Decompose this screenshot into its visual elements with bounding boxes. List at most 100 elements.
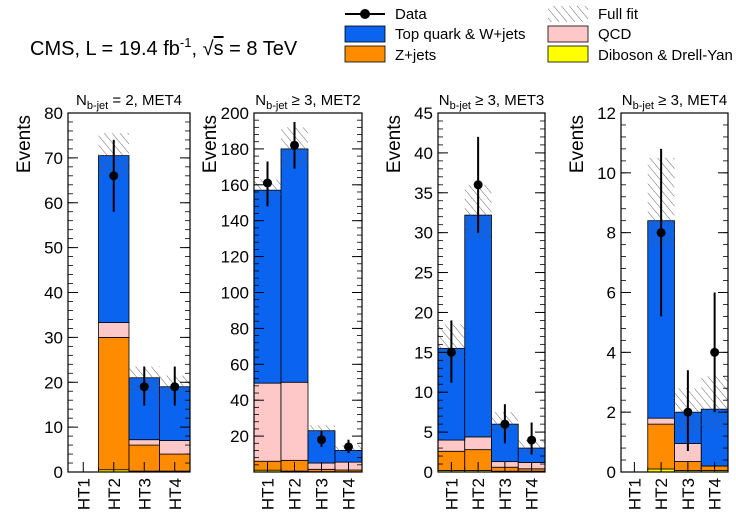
panel-2-xtick-label-ht2: HT2: [286, 478, 305, 510]
panel-4-xtick-label-ht3: HT3: [679, 478, 698, 510]
legend-label-qcd: QCD: [598, 26, 632, 43]
legend-swatch-diboson: [547, 45, 589, 63]
panel-1-xtick-label-ht4: HT4: [166, 478, 185, 510]
panel-3-title-rest: ≥ 3, MET3: [471, 92, 544, 109]
legend: Data Full fit Top quark & W+jets QCD Z+j…: [344, 6, 733, 64]
panel-4-ytick-label-5: 10: [597, 164, 616, 183]
panel-3-xtick-label-ht4: HT4: [523, 478, 542, 510]
panel-4-ytick-label-0: 0: [607, 463, 616, 482]
title-sep: ,: [191, 38, 202, 60]
panel-4: 0 2 4 6 8 10 12 HT1 HT2 HT3 HT4 Events Nb-jet ≥ 3, M…: [567, 92, 729, 510]
panel-1-ytick-label-2: 20: [44, 373, 63, 392]
legend-label-data: Data: [395, 6, 427, 23]
panel-1-ytick-label-6: 60: [44, 194, 63, 213]
panel-2-bar-top-ht1: [253, 189, 282, 384]
panel-2-ylabel: Events: [200, 115, 221, 173]
panel-2-ytick-label-5: 120: [221, 248, 249, 267]
panel-4-title-rest: ≥ 3, MET4: [654, 92, 727, 109]
panel-3-ytick-label-0: 0: [424, 463, 433, 482]
panel-1-data-point-ht2: [109, 139, 119, 212]
legend-entry-qcd: QCD: [547, 25, 632, 43]
panel-3-title: Nb-jet ≥ 3, MET3: [439, 92, 545, 112]
title-lumi-sup: -1: [180, 35, 192, 50]
panel-3-ytick-label-4: 20: [414, 303, 433, 322]
panel-2-bar-qcd-ht2: [280, 381, 309, 461]
panel-4-data-point-ht4: [710, 292, 720, 413]
panel-2-title-main: N: [255, 92, 266, 109]
panel-1-ytick-label-5: 50: [44, 239, 63, 258]
panel-3-bar-qcd-ht1: [437, 439, 466, 452]
panel-4-bar-qcd-ht2: [647, 417, 675, 425]
panel-1-xtick-label-ht1: HT1: [74, 478, 93, 510]
panel-4-xtick-label-ht1: HT1: [625, 478, 644, 510]
panel-1-bar-zjets-ht2: [98, 336, 130, 471]
panel-4-ytick-label-4: 8: [607, 224, 616, 243]
legend-label-diboson: Diboson & Drell-Yan: [598, 47, 733, 64]
panel-4-ytick-label-1: 2: [607, 403, 616, 422]
panel-4-title-main: N: [622, 92, 633, 109]
panel-3-ytick-label-7: 35: [414, 184, 433, 203]
panel-3-bar-qcd-ht2: [464, 436, 492, 451]
panel-4-ylabel: Events: [567, 115, 588, 173]
panel-2-ytick-label-8: 180: [221, 140, 249, 159]
panel-2-xtick-label-ht3: HT3: [313, 478, 332, 510]
panel-1: 0 10 20 30 40 50 60 70 80 HT1 HT2 HT3 HT4 Events Nb-je…: [14, 92, 191, 510]
panel-1-xtick-label-ht3: HT3: [135, 478, 154, 510]
panel-4-xtick-label-ht2: HT2: [652, 478, 671, 510]
panel-1-bar-qcd-ht4: [159, 440, 191, 455]
legend-swatch-zjets: [344, 45, 386, 63]
panel-3-title-main: N: [439, 92, 450, 109]
panel-2-data-point-ht2: [290, 121, 299, 169]
panel-2-xtick-label-ht4: HT4: [340, 478, 359, 510]
title-main: CMS, L = 19.4 fb: [30, 38, 180, 60]
panel-1-ytick-label-3: 30: [44, 328, 63, 347]
panel-2-bar-top-ht2: [280, 148, 309, 383]
panel-1-ytick-label-0: 0: [54, 463, 63, 482]
legend-swatch-top: [344, 25, 386, 43]
panel-1-xtick-label-ht2: HT2: [105, 478, 124, 510]
legend-entry-data: Data: [345, 6, 427, 23]
panel-2: 20 40 60 80 100 120 140 160 180 200 HT1 HT2 HT3 HT4 Ev…: [200, 92, 363, 510]
legend-label-fit: Full fit: [598, 6, 639, 23]
panel-4-xtick-label-ht4: HT4: [706, 478, 725, 510]
panel-4-title: Nb-jet ≥ 3, MET4: [622, 92, 728, 112]
panel-1-title: Nb-jet = 2, MET4: [76, 92, 182, 112]
panel-2-fit-band-ht3: [308, 425, 335, 435]
panel-1-data-point-ht3: [139, 366, 149, 406]
panel-2-ytick-label-4: 100: [221, 284, 249, 303]
panel-1-ytick-label-8: 80: [44, 104, 63, 123]
panel-2-title-sub: b-jet: [266, 100, 287, 112]
legend-entry-diboson: Diboson & Drell-Yan: [547, 45, 733, 64]
panel-1-bar-qcd-ht2: [98, 322, 130, 338]
panel-2-ytick-label-9: 200: [221, 104, 249, 123]
panel-3-data-point-ht4: [527, 422, 537, 455]
panel-2-data-point-ht3: [317, 430, 326, 447]
panel-1-ytick-label-7: 70: [44, 149, 63, 168]
panel-2-ytick-label-1: 40: [230, 391, 249, 410]
panel-3-xtick-label-ht1: HT1: [442, 478, 461, 510]
panel-1-title-main: N: [76, 92, 87, 109]
panel-2-ytick-label-6: 140: [221, 212, 249, 231]
panel-3-data-point-ht3: [500, 404, 510, 444]
legend-swatch-qcd: [547, 25, 589, 43]
panel-4-ytick-label-2: 4: [607, 343, 616, 362]
panel-2-ytick-label-3: 80: [230, 319, 249, 338]
panel-1-ytick-label-4: 40: [44, 284, 63, 303]
panel-3-ytick-label-2: 10: [414, 383, 433, 402]
panel-4-ytick-label-3: 6: [607, 284, 616, 303]
panel-1-title-sub: b-jet: [87, 100, 108, 112]
legend-entry-zjets: Z+jets: [344, 45, 436, 64]
legend-label-top: Top quark & W+jets: [395, 26, 525, 43]
panel-2-ytick-label-2: 60: [230, 355, 249, 374]
panel-3-ytick-label-6: 30: [414, 224, 433, 243]
panel-3-bar-top-ht2: [464, 214, 492, 438]
panel-3-data-point-ht2: [473, 136, 483, 233]
panel-4-title-sub: b-jet: [633, 100, 654, 112]
panel-3-ytick-label-5: 25: [414, 264, 433, 283]
panel-1-bar-qcd-ht3: [128, 439, 160, 446]
title-sqrt: √: [203, 38, 214, 60]
panel-3-data-point-ht1: [446, 320, 456, 383]
panel-3-xtick-label-ht2: HT2: [469, 478, 488, 510]
